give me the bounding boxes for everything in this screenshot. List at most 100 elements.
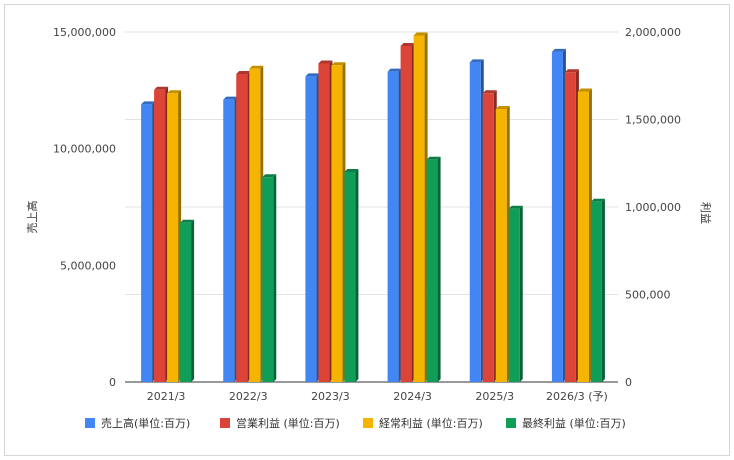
bar-front: [387, 71, 399, 383]
bar-front: [180, 222, 192, 382]
left-axis-title: 売上高: [25, 201, 39, 234]
bar-top: [482, 90, 497, 94]
bar-top: [167, 90, 182, 94]
bar-top: [469, 59, 484, 63]
bar: [469, 59, 484, 382]
bar-top: [577, 88, 592, 92]
bar: [318, 60, 333, 382]
bar: [482, 90, 497, 382]
bar-front: [551, 51, 563, 382]
bar: [180, 219, 195, 382]
bar: [413, 32, 428, 382]
legend-label: 経常利益 (単位:百万): [379, 416, 483, 430]
bar-front: [400, 46, 412, 382]
bar-top: [508, 205, 523, 209]
bar-top: [223, 96, 238, 100]
legend-swatch: [363, 418, 373, 428]
x-tick-label: 2022/3: [229, 390, 268, 403]
bar-front: [141, 104, 153, 382]
bar-top: [387, 68, 402, 72]
legend-item: 最終利益 (単位:百万): [506, 416, 626, 430]
bar-top: [400, 43, 415, 46]
legend-item: 営業利益 (単位:百万): [220, 416, 340, 430]
bar-top: [262, 174, 277, 178]
gridlines: [125, 31, 618, 383]
bar: [236, 71, 251, 382]
bar-top: [590, 198, 605, 202]
bar-top: [236, 71, 251, 74]
right-axis-ticks: 0 500,000 1,000,000 1,500,000 2,000,000: [625, 26, 681, 389]
bar-front: [577, 91, 589, 382]
bar: [223, 96, 238, 383]
bar: [249, 65, 264, 382]
bar-front: [413, 35, 425, 382]
bar-side: [601, 198, 605, 382]
bar: [564, 69, 579, 382]
bar-front: [495, 109, 507, 382]
bar-front: [469, 62, 481, 382]
bar-front: [564, 72, 576, 382]
bar: [426, 156, 441, 382]
legend-label: 売上高(単位:百万): [101, 416, 190, 430]
bar-front: [344, 172, 356, 382]
bar-side: [273, 174, 277, 382]
legend: 売上高(単位:百万) 営業利益 (単位:百万) 経常利益 (単位:百万) 最終利益 (…: [85, 416, 626, 430]
bar-top: [141, 101, 156, 105]
bar-front: [331, 65, 343, 382]
x-tick-label: 2024/3: [393, 390, 432, 403]
bar-top: [318, 60, 333, 64]
left-axis-ticks: 0 5,000,000 10,000,000 15,000,000: [53, 26, 116, 389]
bar: [167, 90, 182, 382]
bar: [331, 62, 346, 382]
legend-swatch: [506, 418, 516, 428]
legend-item: 経常利益 (単位:百万): [363, 416, 483, 430]
bar-front: [167, 93, 179, 382]
bar-top: [344, 169, 359, 172]
bar-front: [318, 63, 330, 382]
bar: [551, 48, 566, 382]
bar: [262, 174, 277, 382]
legend-item: 売上高(単位:百万): [85, 416, 190, 430]
left-tick-label: 10,000,000: [53, 143, 116, 156]
bar-side: [437, 156, 441, 382]
bar-front: [305, 76, 317, 382]
legend-label: 最終利益 (単位:百万): [522, 416, 626, 430]
bar-front: [590, 201, 602, 382]
right-tick-label: 1,000,000: [625, 201, 681, 214]
bar-side: [191, 219, 195, 382]
bar-front: [426, 159, 438, 382]
bar-top: [426, 156, 441, 160]
bar-top: [564, 69, 579, 73]
bar: [577, 88, 592, 382]
bar: [154, 86, 169, 382]
bar-front: [236, 74, 248, 382]
bar: [387, 68, 402, 383]
x-axis-ticks: 2021/3 2022/3 2023/3 2024/3 2025/3 2026/3 (予): [147, 390, 608, 403]
bar: [344, 169, 359, 382]
bar: [141, 101, 156, 382]
left-tick-label: 15,000,000: [53, 26, 116, 39]
right-tick-label: 500,000: [625, 289, 671, 302]
bar-front: [223, 99, 235, 383]
bar-front: [262, 177, 274, 382]
bar: [508, 205, 523, 382]
bar-front: [249, 68, 261, 382]
right-tick-label: 1,500,000: [625, 114, 681, 127]
bar-front: [482, 93, 494, 382]
bar: [495, 106, 510, 382]
bars: [141, 32, 605, 383]
bar: [305, 73, 320, 382]
bar-top: [551, 48, 566, 52]
bar-top: [495, 106, 510, 109]
bar-top: [180, 219, 195, 223]
bar-top: [154, 86, 169, 90]
right-tick-label: 0: [625, 376, 632, 389]
bar-top: [249, 65, 264, 69]
bar-top: [413, 32, 428, 36]
bar: [400, 43, 415, 382]
x-tick-label: 2026/3 (予): [546, 390, 608, 403]
legend-label: 営業利益 (単位:百万): [236, 416, 340, 430]
legend-swatch: [220, 418, 230, 428]
right-tick-label: 2,000,000: [625, 26, 681, 39]
chart-frame: [4, 4, 730, 456]
